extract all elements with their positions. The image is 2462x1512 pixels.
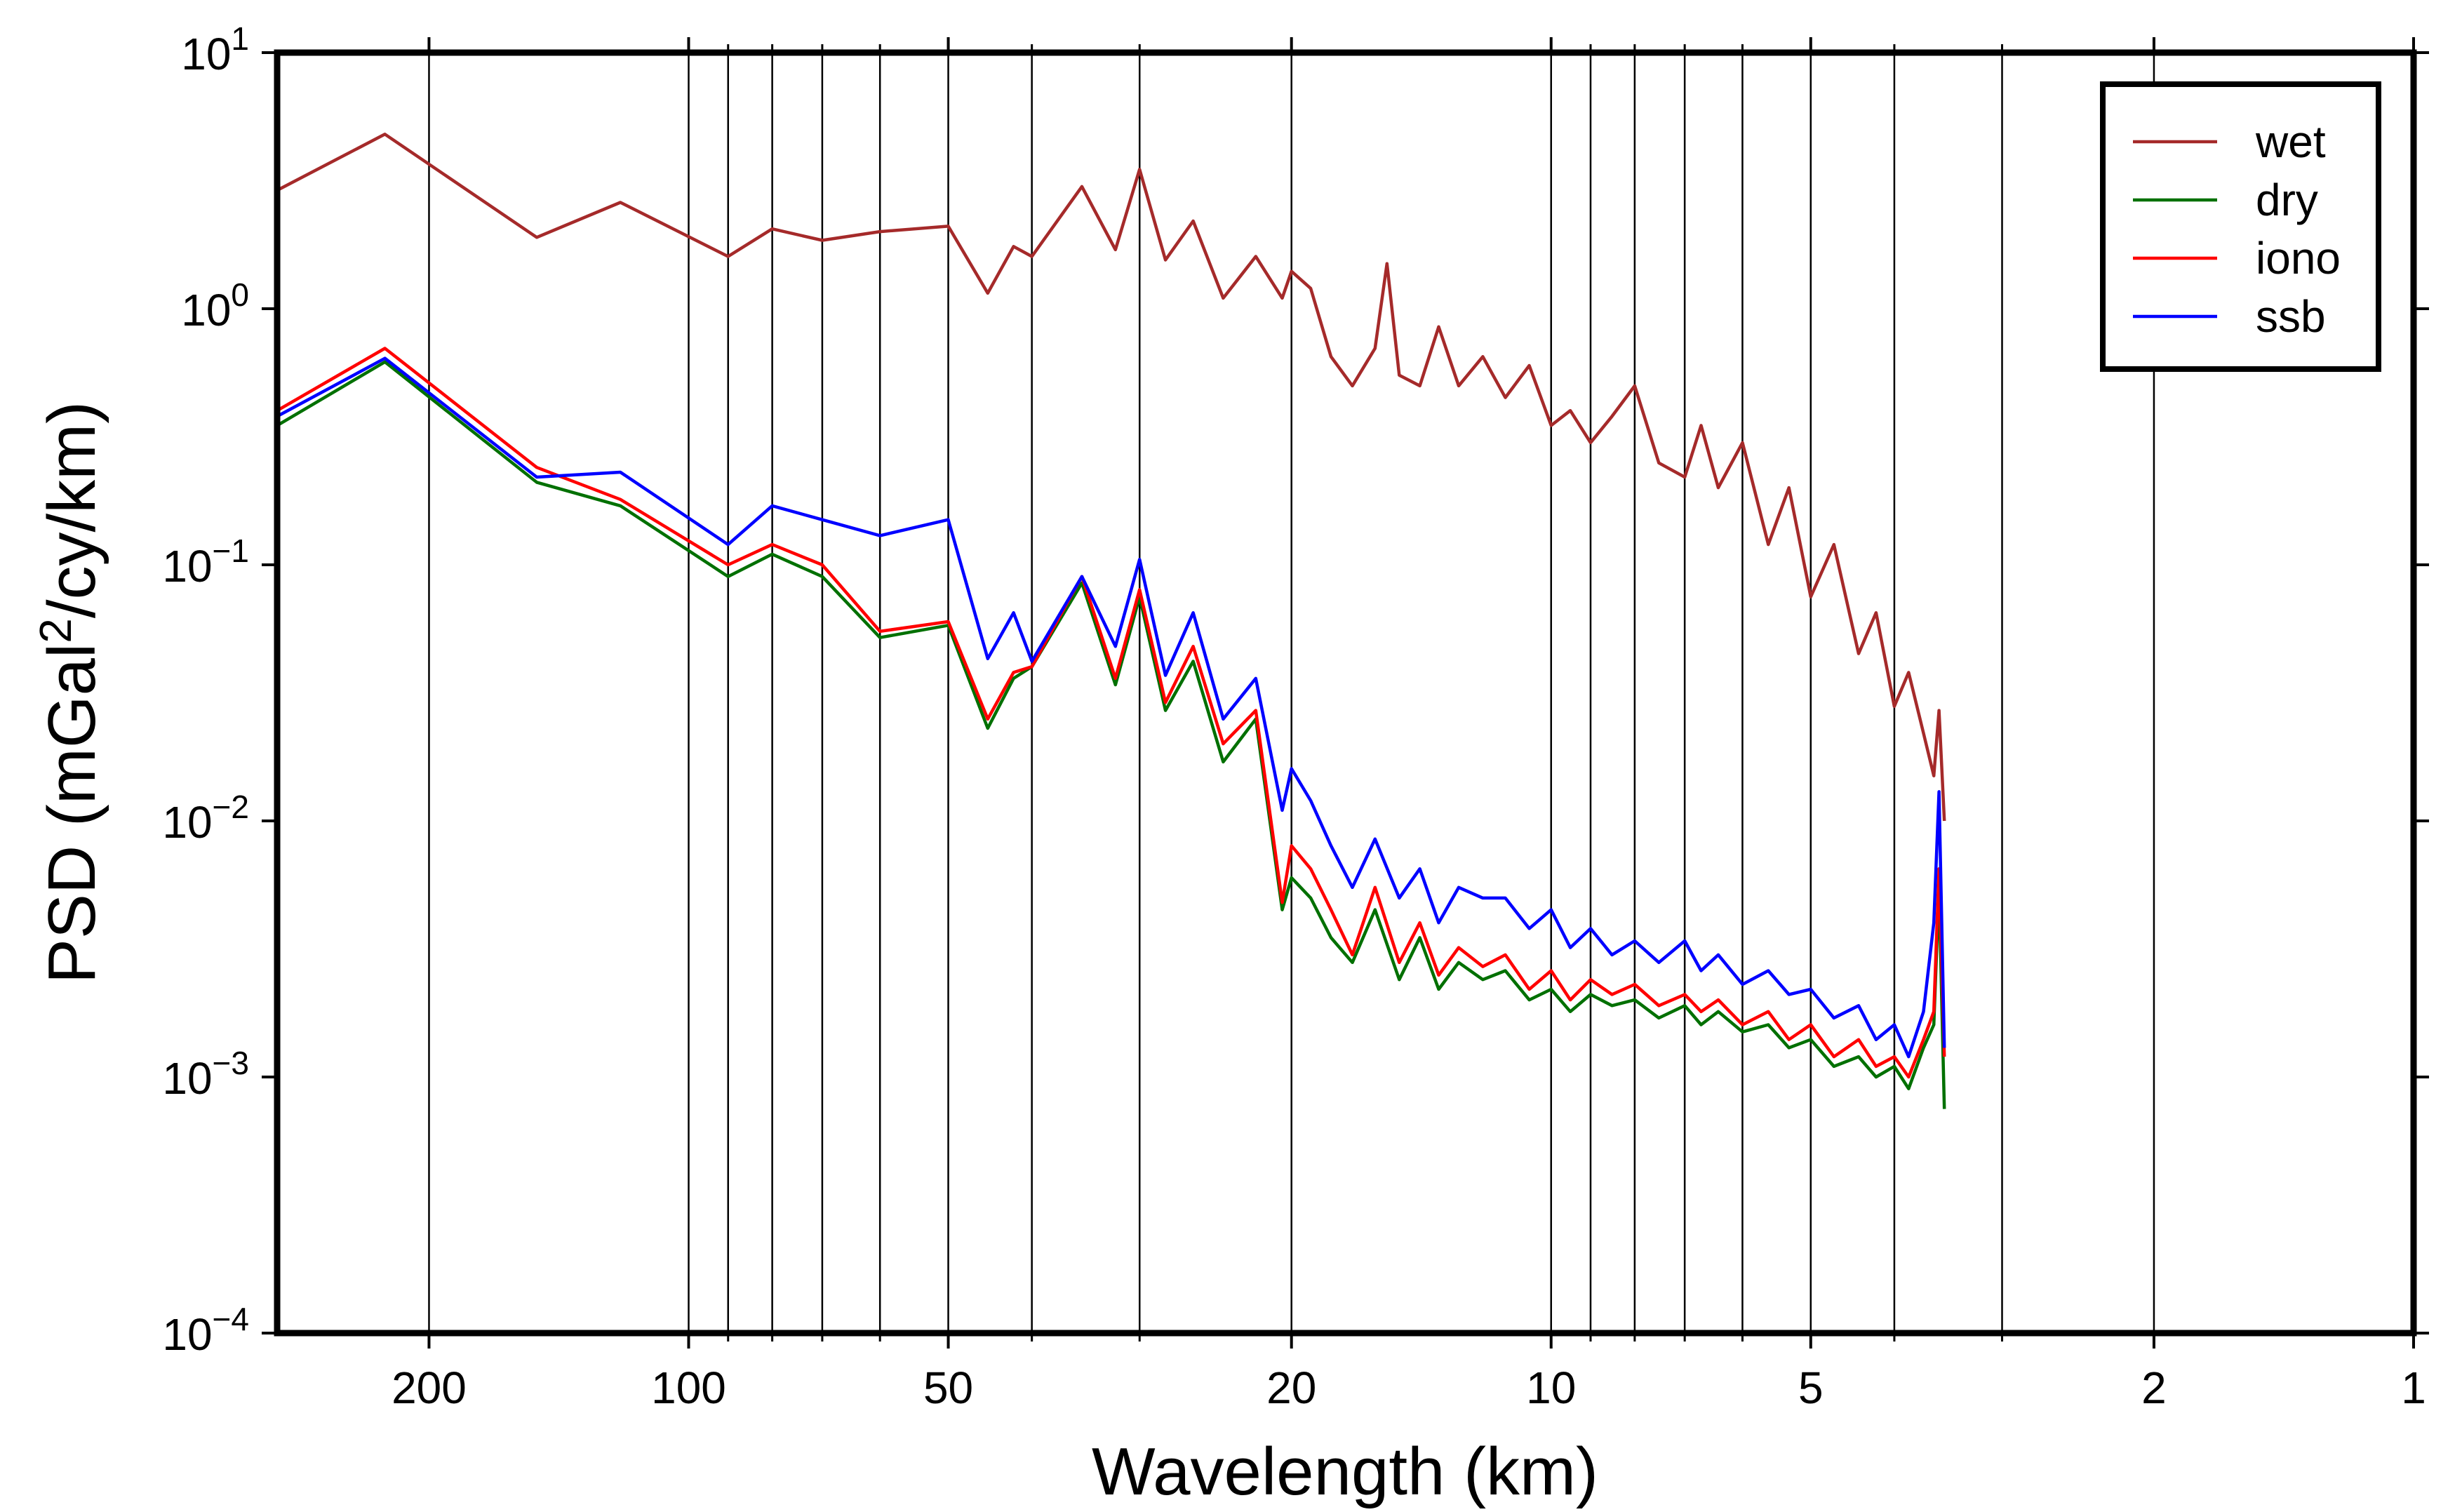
legend: wet dry iono ssb	[2100, 81, 2381, 372]
x-tick-label-1: 1	[2401, 1363, 2426, 1413]
y-tick-label-base: 10	[162, 541, 212, 591]
y-tick-label-2: 10−1	[162, 533, 249, 591]
legend-box	[2100, 81, 2381, 372]
legend-label-dry: dry	[2256, 175, 2318, 225]
plot-frame	[274, 49, 2417, 1337]
y-tick-label-exponent: 0	[231, 276, 249, 313]
series-line-wet	[276, 133, 1946, 822]
y-tick-label-exponent: 1	[231, 20, 249, 57]
y-tick-label-base: 10	[181, 285, 231, 335]
y-axis-title-main: PSD (mGal	[34, 643, 109, 984]
y-tick-label-1: 100	[181, 276, 249, 335]
y-axis-title-superscript: 2	[30, 618, 81, 643]
data-series	[276, 133, 1946, 1109]
y-tick-label-base: 10	[162, 797, 212, 848]
series-line-dry	[276, 360, 1946, 1109]
x-tick-label-5: 5	[1798, 1363, 1824, 1413]
y-tick-label-exponent: −1	[213, 533, 249, 569]
y-tick-label-exponent: −4	[213, 1301, 249, 1337]
x-axis-title: Wavelength (km)	[1092, 1434, 1598, 1509]
x-tick-label-100: 100	[651, 1363, 726, 1413]
y-tick-label-3: 10−2	[162, 789, 249, 848]
y-axis-title-unit: /cy/km)	[34, 401, 109, 618]
y-tick-label-4: 10−3	[162, 1045, 249, 1104]
y-tick-label-base: 10	[181, 29, 231, 79]
x-tick-label-10: 10	[1526, 1363, 1576, 1413]
y-axis-title: PSD (mGal2/cy/km)	[30, 401, 109, 984]
x-tick-label-2: 2	[2141, 1363, 2167, 1413]
axis-ticks	[262, 37, 2429, 1349]
y-tick-label-exponent: −2	[213, 789, 249, 825]
grid-lines	[428, 53, 2155, 1333]
y-tick-label-5: 10−4	[162, 1301, 249, 1360]
series-line-ssb	[276, 356, 1946, 1059]
y-tick-label-0: 101	[181, 20, 249, 79]
legend-label-iono: iono	[2256, 233, 2341, 283]
y-tick-label-base: 10	[162, 1053, 212, 1104]
x-tick-labels: 200 100 50 20 10 5 2 1	[392, 1363, 2426, 1413]
legend-label-wet: wet	[2255, 116, 2326, 167]
series-line-iono	[276, 347, 1946, 1079]
x-tick-label-200: 200	[392, 1363, 467, 1413]
legend-label-ssb: ssb	[2256, 291, 2326, 342]
y-tick-label-base: 10	[162, 1309, 212, 1360]
x-tick-label-50: 50	[923, 1363, 973, 1413]
x-tick-label-20: 20	[1266, 1363, 1316, 1413]
y-tick-label-exponent: −3	[213, 1045, 249, 1081]
